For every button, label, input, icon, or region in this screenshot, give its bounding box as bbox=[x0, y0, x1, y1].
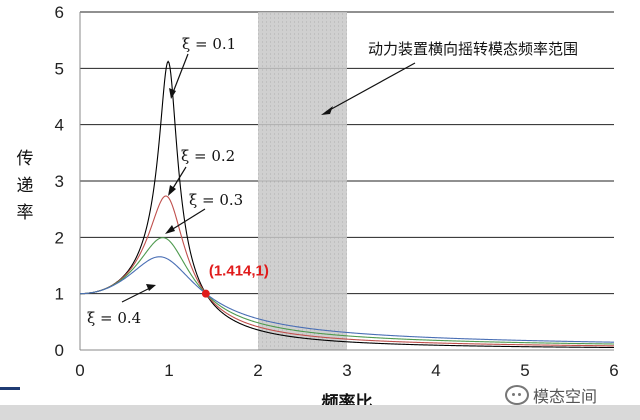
series-arrowhead-2 bbox=[165, 225, 175, 234]
series-line-0 bbox=[79, 60, 615, 349]
band-annotation: 动力装置横向摇转模态频率范围 bbox=[368, 40, 578, 58]
y-tick-0: 0 bbox=[55, 341, 64, 360]
y-tick-labels: 0 1 2 3 4 5 6 bbox=[55, 3, 64, 360]
series-arrowhead-1 bbox=[168, 185, 176, 196]
series-label-2: ξ = 0.3 bbox=[189, 191, 243, 209]
series-line-1 bbox=[79, 195, 615, 347]
series-line-3 bbox=[79, 256, 615, 343]
x-tick-5: 5 bbox=[520, 361, 529, 380]
y-tick-3: 3 bbox=[55, 172, 64, 191]
x-tick-2: 2 bbox=[253, 361, 262, 380]
series-arrow-3 bbox=[121, 286, 153, 303]
series-arrow-0 bbox=[171, 53, 189, 96]
watermark: 模态空间 bbox=[505, 384, 597, 406]
x-tick-4: 4 bbox=[431, 361, 440, 380]
series-arrowhead-3 bbox=[146, 284, 156, 291]
x-tick-3: 3 bbox=[342, 361, 351, 380]
series-label-3: ξ = 0.4 bbox=[87, 309, 141, 327]
x-tick-1: 1 bbox=[164, 361, 173, 380]
series-lines bbox=[79, 60, 615, 349]
x-tick-6: 6 bbox=[609, 361, 618, 380]
bottom-strip bbox=[0, 405, 640, 420]
frequency-band-texture bbox=[258, 13, 347, 347]
series-label-0: ξ = 0.1 bbox=[182, 35, 236, 53]
y-tick-5: 5 bbox=[55, 59, 64, 78]
y-tick-6: 6 bbox=[55, 3, 64, 22]
wechat-logo-icon bbox=[505, 385, 529, 405]
series-arrowhead-0 bbox=[169, 88, 176, 99]
frequency-band bbox=[258, 12, 347, 350]
y-tick-4: 4 bbox=[55, 116, 64, 135]
x-tick-labels: 0 1 2 3 4 5 6 bbox=[75, 361, 618, 380]
y-axis-label: 传递率 bbox=[17, 149, 34, 223]
series-label-1: ξ = 0.2 bbox=[181, 147, 235, 165]
series-arrow-2 bbox=[167, 208, 206, 233]
band-annotation-arrowhead bbox=[321, 106, 333, 115]
band-annotation-arrow bbox=[325, 62, 416, 113]
y-tick-1: 1 bbox=[55, 285, 64, 304]
x-tick-0: 0 bbox=[75, 361, 84, 380]
watermark-text: 模态空间 bbox=[533, 387, 598, 406]
series-line-2 bbox=[79, 237, 615, 345]
left-dash-decoration bbox=[0, 387, 20, 390]
crossover-label: (1.414,1) bbox=[209, 263, 269, 280]
crossover-point bbox=[201, 289, 210, 298]
y-tick-2: 2 bbox=[55, 228, 64, 247]
